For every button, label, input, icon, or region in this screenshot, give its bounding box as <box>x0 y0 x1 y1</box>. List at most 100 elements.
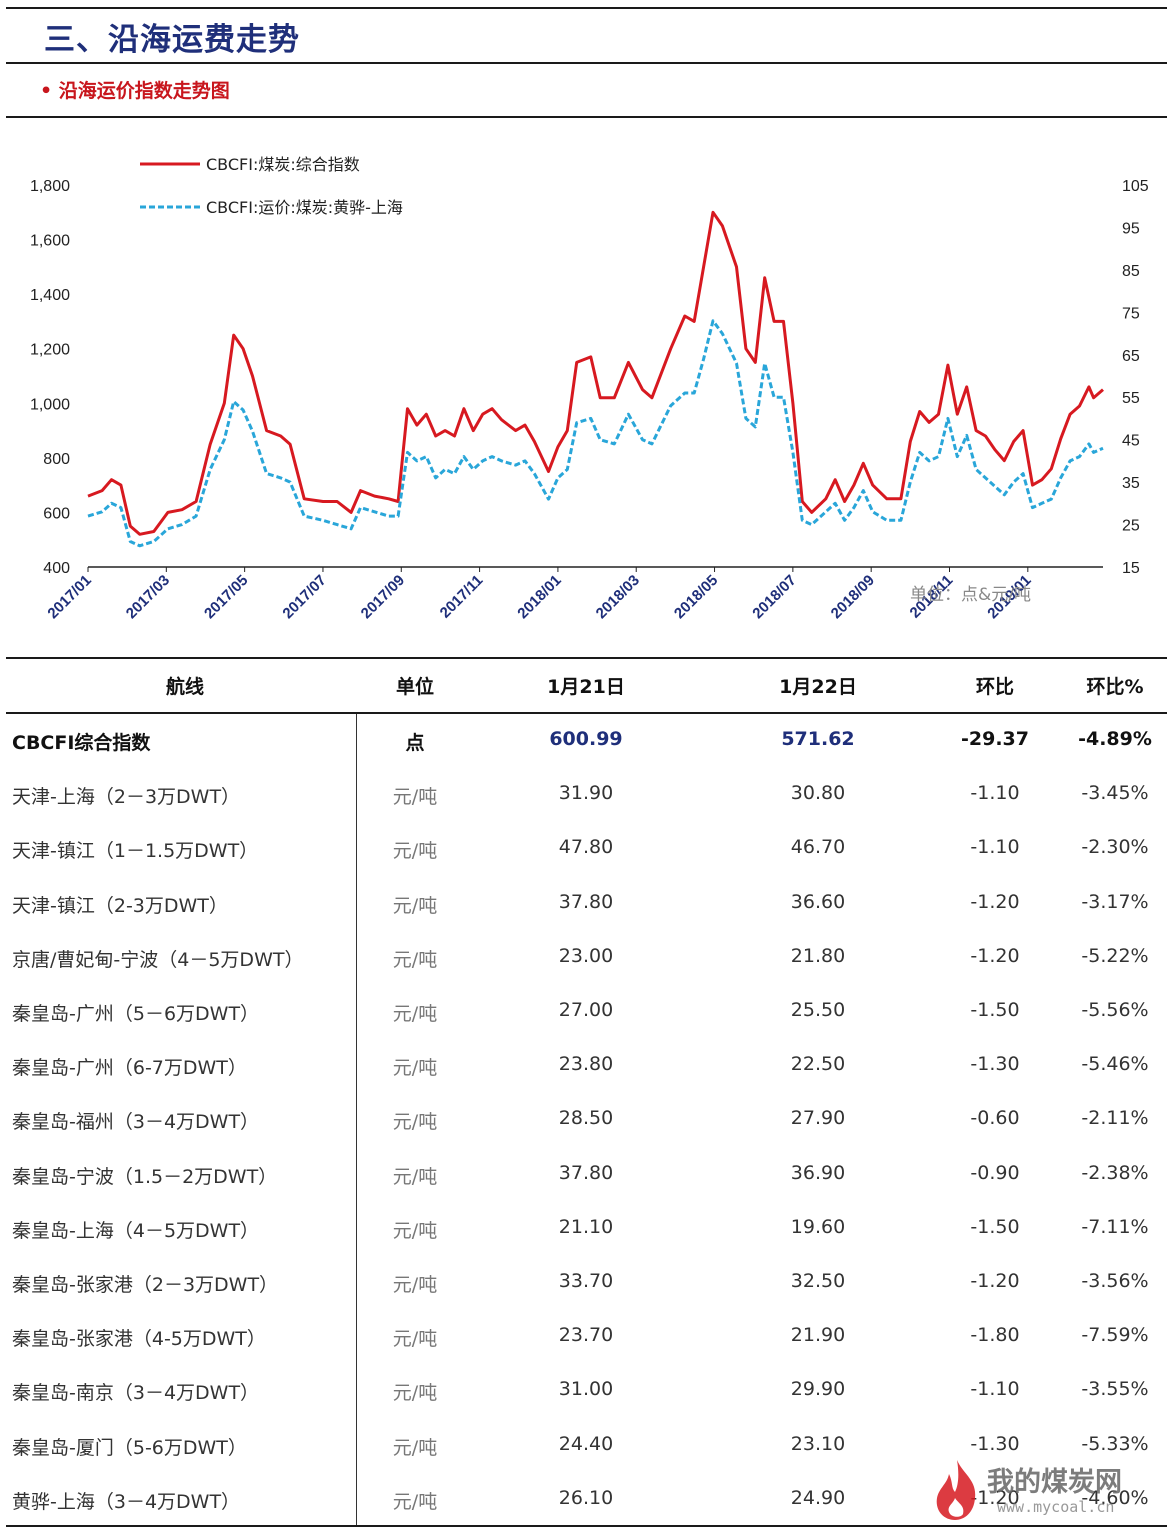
cell-unit: 元/吨 <box>392 1003 438 1025</box>
cell-pct: -7.11% <box>1081 1215 1149 1238</box>
cell-d1: 26.10 <box>558 1486 614 1509</box>
y-right-tick-label: 35 <box>1122 475 1140 492</box>
cell-pct: -3.56% <box>1081 1270 1149 1292</box>
legend-label: CBCFI:运价:煤炭:黄骅-上海 <box>206 198 403 217</box>
y-left-tick-label: 1,800 <box>30 178 70 195</box>
y-right-tick-label: 95 <box>1122 220 1140 237</box>
cell-route: 京唐/曹妃甸-宁波（4－5万DWT） <box>12 948 304 971</box>
y-right-tick-label: 15 <box>1122 560 1140 577</box>
cell-chg: -1.20 <box>970 1486 1020 1509</box>
y-left-tick-label: 1,000 <box>30 396 70 413</box>
table-row: 黄骅-上海（3－4万DWT） 元/吨 26.10 24.90 -1.20 -4.60% <box>0 1473 1173 1527</box>
section-subtitle: • 沿海运价指数走势图 <box>40 80 230 102</box>
header-date-1: 1月21日 <box>547 676 625 698</box>
table-row: 天津-镇江（1－1.5万DWT） 元/吨 47.80 46.70 -1.10 -2.30% <box>0 822 1173 876</box>
table-row: 秦皇岛-厦门（5-6万DWT） 元/吨 24.40 23.10 -1.30 -5.33% <box>0 1419 1173 1473</box>
cell-d2: 46.70 <box>790 836 846 859</box>
y-left-tick-label: 1,600 <box>30 233 70 250</box>
x-tick-label: 2018/03 <box>593 572 643 622</box>
cell-d1: 31.90 <box>558 782 614 805</box>
freight-index-chart: 400 600 800 1,000 1,200 1,400 1,600 1,800 15 25 35… <box>30 155 1149 622</box>
x-tick-label: 2017/05 <box>201 572 251 622</box>
cell-d1: 23.70 <box>558 1324 614 1347</box>
x-tick-label: 2017/09 <box>358 572 408 622</box>
cell-d2: 25.50 <box>790 999 846 1021</box>
cell-chg: -1.20 <box>970 890 1020 913</box>
cell-d2: 36.90 <box>790 1161 846 1184</box>
site-watermark: 我的煤炭网 www.mycoal.cn <box>925 1456 1155 1526</box>
cell-route: 秦皇岛-南京（3－4万DWT） <box>12 1382 260 1405</box>
table-row: 秦皇岛-广州（5－6万DWT） 元/吨 27.00 25.50 -1.50 -5.56% <box>0 985 1173 1039</box>
cell-route: 秦皇岛-广州（6-7万DWT） <box>12 1057 247 1080</box>
table-row: 秦皇岛-南京（3－4万DWT） 元/吨 31.00 29.90 -1.10 -3.55% <box>0 1364 1173 1418</box>
cell-chg: -1.10 <box>970 836 1020 859</box>
cell-d1: 27.00 <box>558 999 614 1021</box>
cell-pct: -5.46% <box>1081 1053 1149 1076</box>
table-row: 天津-镇江（2-3万DWT） 元/吨 37.80 36.60 -1.20 -3.17% <box>0 877 1173 931</box>
section-rule <box>6 116 1167 118</box>
title-rule <box>6 62 1167 64</box>
cell-pct: -2.30% <box>1081 836 1149 859</box>
cell-chg: -1.10 <box>970 782 1020 805</box>
cell-unit: 元/吨 <box>392 1111 438 1134</box>
cell-chg: -1.80 <box>970 1324 1020 1347</box>
cell-pct: -5.22% <box>1081 944 1149 967</box>
table-row: 秦皇岛-宁波（1.5－2万DWT） 元/吨 37.80 36.90 -0.90 -2.38… <box>0 1148 1173 1202</box>
cell-unit: 元/吨 <box>392 1382 438 1405</box>
watermark-url: www.mycoal.cn <box>997 1498 1115 1516</box>
cell-d1: 37.80 <box>558 1161 614 1184</box>
cell-chg: -1.20 <box>970 1270 1020 1292</box>
series-line-huanghua-shanghai <box>87 319 1104 548</box>
cell-d2: 571.62 <box>781 728 855 750</box>
cell-unit: 元/吨 <box>392 840 438 863</box>
series-line-composite-index <box>87 210 1104 536</box>
table-row: CBCFI综合指数 点 600.99 571.62 -29.37 -4.89% <box>0 714 1173 768</box>
cell-d2: 29.90 <box>790 1378 846 1401</box>
cell-pct: -5.33% <box>1081 1432 1149 1455</box>
cell-route: 秦皇岛-上海（4－5万DWT） <box>12 1219 260 1242</box>
cell-route: 秦皇岛-张家港（2－3万DWT） <box>12 1274 279 1296</box>
x-tick-label: 2017/03 <box>123 572 173 622</box>
cell-pct: -4.60% <box>1081 1486 1149 1509</box>
table-row: 秦皇岛-张家港（4-5万DWT） 元/吨 23.70 21.90 -1.80 -7.59% <box>0 1310 1173 1364</box>
y-right-tick-label: 55 <box>1122 390 1140 407</box>
chart-unit-note: 单位：点&元/吨 <box>910 585 1031 605</box>
x-tick-label: 2017/01 <box>44 572 94 622</box>
cell-route: 秦皇岛-厦门（5-6万DWT） <box>12 1436 247 1459</box>
table-row: 京唐/曹妃甸-宁波（4－5万DWT） 元/吨 23.00 21.80 -1.20 -5.2… <box>0 931 1173 985</box>
cell-route: CBCFI综合指数 <box>12 732 151 754</box>
cell-chg: -1.10 <box>970 1378 1020 1401</box>
header-date-2: 1月22日 <box>779 676 857 698</box>
table-header-rule <box>6 712 1167 714</box>
cell-unit: 元/吨 <box>392 948 438 971</box>
cell-chg: -29.37 <box>961 728 1029 750</box>
cell-d2: 27.90 <box>790 1107 846 1130</box>
cell-route: 天津-镇江（1－1.5万DWT） <box>12 840 259 863</box>
y-left-tick-label: 600 <box>43 505 70 522</box>
cell-d1: 23.80 <box>558 1053 614 1076</box>
y-left-tick-label: 400 <box>43 560 70 577</box>
header-change-pct: 环比% <box>1086 676 1144 698</box>
x-tick-label: 2017/07 <box>279 572 329 622</box>
table-top-rule <box>6 657 1167 659</box>
cell-d2: 19.60 <box>790 1215 846 1238</box>
top-rule <box>6 7 1167 9</box>
cell-unit: 元/吨 <box>392 1490 438 1513</box>
x-tick-label: 2018/05 <box>671 572 721 622</box>
cell-pct: -3.55% <box>1081 1378 1149 1401</box>
cell-route: 秦皇岛-宁波（1.5－2万DWT） <box>12 1165 278 1188</box>
cell-d2: 30.80 <box>790 782 846 805</box>
cell-unit: 元/吨 <box>392 786 438 809</box>
cell-d1: 37.80 <box>558 890 614 913</box>
cell-chg: -0.90 <box>970 1161 1020 1184</box>
cell-route: 秦皇岛-福州（3－4万DWT） <box>12 1111 260 1134</box>
x-tick-label: 2018/09 <box>828 572 878 622</box>
x-tick-label: 2018/01 <box>514 572 564 622</box>
cell-d2: 21.80 <box>790 944 846 967</box>
y-right-tick-label: 65 <box>1122 348 1140 365</box>
legend-label: CBCFI:煤炭:综合指数 <box>206 155 360 174</box>
cell-chg: -0.60 <box>970 1107 1020 1130</box>
y-right-tick-label: 75 <box>1122 305 1140 322</box>
cell-route: 天津-上海（2－3万DWT） <box>12 786 241 809</box>
cell-pct: -4.89% <box>1078 728 1152 750</box>
